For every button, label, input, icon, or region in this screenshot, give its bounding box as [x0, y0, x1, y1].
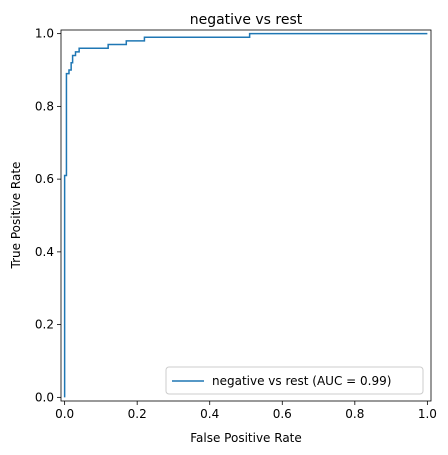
- plot-area: [63, 32, 428, 398]
- x-axis-ticks: 0.0 0.2 0.4 0.6 0.8 1.0: [55, 401, 437, 421]
- y-tick-label: 0.6: [35, 172, 54, 186]
- y-axis-ticks: 0.0 0.2 0.4 0.6 0.8 1.0: [35, 27, 61, 404]
- y-tick-label: 0.4: [35, 245, 54, 259]
- x-tick-label: 0.4: [200, 407, 219, 421]
- series-line-0: [63, 32, 428, 398]
- y-tick-label: 0.0: [35, 390, 54, 404]
- y-axis-label: True Positive Rate: [9, 162, 23, 270]
- x-tick-label: 1.0: [418, 407, 437, 421]
- chart-title: negative vs rest: [190, 12, 303, 28]
- x-tick-label: 0.0: [55, 407, 74, 421]
- axes-frame: [60, 29, 432, 402]
- y-tick-label: 0.8: [35, 99, 54, 113]
- y-tick-label: 0.2: [35, 318, 54, 332]
- x-tick-label: 0.8: [345, 407, 364, 421]
- x-tick-label: 0.2: [128, 407, 147, 421]
- legend-label: negative vs rest (AUC = 0.99): [212, 374, 391, 388]
- x-axis-label: False Positive Rate: [190, 431, 302, 445]
- legend: negative vs rest (AUC = 0.99): [165, 366, 424, 395]
- x-tick-label: 0.6: [273, 407, 292, 421]
- legend-box: [165, 366, 424, 395]
- y-tick-label: 1.0: [35, 27, 54, 41]
